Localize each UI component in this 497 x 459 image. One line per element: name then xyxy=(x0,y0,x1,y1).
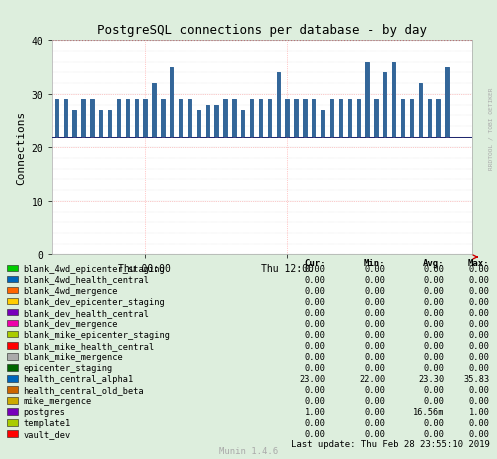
Text: RRDTOOL / TOBI OETIKER: RRDTOOL / TOBI OETIKER xyxy=(489,87,494,170)
Text: blank_mike_health_central: blank_mike_health_central xyxy=(23,341,155,350)
Text: Min:: Min: xyxy=(364,258,385,268)
Y-axis label: Connections: Connections xyxy=(16,111,26,185)
Text: 0.00: 0.00 xyxy=(424,275,445,284)
Text: 0.00: 0.00 xyxy=(305,385,326,394)
Text: 0.00: 0.00 xyxy=(305,275,326,284)
Text: 0.00: 0.00 xyxy=(424,418,445,427)
Text: 0.00: 0.00 xyxy=(469,363,490,372)
Text: 0.00: 0.00 xyxy=(469,352,490,361)
Text: blank_mike_mergence: blank_mike_mergence xyxy=(23,352,123,361)
Text: 0.00: 0.00 xyxy=(469,429,490,438)
Text: Munin 1.4.6: Munin 1.4.6 xyxy=(219,446,278,455)
Text: 0.00: 0.00 xyxy=(364,275,385,284)
Text: 0.00: 0.00 xyxy=(364,330,385,339)
Text: 0.00: 0.00 xyxy=(469,264,490,273)
Text: 0.00: 0.00 xyxy=(424,330,445,339)
Text: 0.00: 0.00 xyxy=(364,308,385,317)
Text: blank_4wd_epicenter_staging: blank_4wd_epicenter_staging xyxy=(23,264,165,273)
Text: vault_dev: vault_dev xyxy=(23,429,71,438)
Text: 0.00: 0.00 xyxy=(424,319,445,328)
Text: 23.00: 23.00 xyxy=(299,374,326,383)
Text: 0.00: 0.00 xyxy=(305,308,326,317)
Text: 0.00: 0.00 xyxy=(469,418,490,427)
Text: blank_mike_epicenter_staging: blank_mike_epicenter_staging xyxy=(23,330,170,339)
Text: 0.00: 0.00 xyxy=(305,319,326,328)
Text: 0.00: 0.00 xyxy=(305,286,326,295)
Text: blank_4wd_mergence: blank_4wd_mergence xyxy=(23,286,118,295)
Text: 0.00: 0.00 xyxy=(469,319,490,328)
Text: 22.00: 22.00 xyxy=(359,374,385,383)
Text: 0.00: 0.00 xyxy=(305,396,326,405)
Text: 0.00: 0.00 xyxy=(364,352,385,361)
Text: Cur:: Cur: xyxy=(304,258,326,268)
Text: 0.00: 0.00 xyxy=(424,264,445,273)
Text: 0.00: 0.00 xyxy=(305,341,326,350)
Text: 0.00: 0.00 xyxy=(469,275,490,284)
Text: 0.00: 0.00 xyxy=(424,341,445,350)
Text: blank_dev_mergence: blank_dev_mergence xyxy=(23,319,118,328)
Text: 0.00: 0.00 xyxy=(424,352,445,361)
Text: postgres: postgres xyxy=(23,407,66,416)
Text: blank_dev_health_central: blank_dev_health_central xyxy=(23,308,150,317)
Text: blank_4wd_health_central: blank_4wd_health_central xyxy=(23,275,150,284)
Text: 0.00: 0.00 xyxy=(424,297,445,306)
Text: 0.00: 0.00 xyxy=(364,385,385,394)
Text: 0.00: 0.00 xyxy=(469,385,490,394)
Text: blank_dev_epicenter_staging: blank_dev_epicenter_staging xyxy=(23,297,165,306)
Text: 0.00: 0.00 xyxy=(364,286,385,295)
Text: 0.00: 0.00 xyxy=(469,396,490,405)
Text: 0.00: 0.00 xyxy=(424,396,445,405)
Text: 0.00: 0.00 xyxy=(364,264,385,273)
Text: 0.00: 0.00 xyxy=(305,429,326,438)
Text: health_central_alpha1: health_central_alpha1 xyxy=(23,374,134,383)
Text: 0.00: 0.00 xyxy=(305,330,326,339)
Text: mike_mergence: mike_mergence xyxy=(23,396,91,405)
Text: epicenter_staging: epicenter_staging xyxy=(23,363,113,372)
Text: 16.56m: 16.56m xyxy=(414,407,445,416)
Text: Max:: Max: xyxy=(468,258,490,268)
Text: 0.00: 0.00 xyxy=(305,418,326,427)
Text: 0.00: 0.00 xyxy=(364,363,385,372)
Text: 0.00: 0.00 xyxy=(424,363,445,372)
Text: 1.00: 1.00 xyxy=(305,407,326,416)
Text: template1: template1 xyxy=(23,418,71,427)
Text: 0.00: 0.00 xyxy=(424,308,445,317)
Text: 0.00: 0.00 xyxy=(364,319,385,328)
Text: 0.00: 0.00 xyxy=(469,330,490,339)
Text: 0.00: 0.00 xyxy=(364,297,385,306)
Text: 0.00: 0.00 xyxy=(364,396,385,405)
Text: 0.00: 0.00 xyxy=(305,363,326,372)
Text: 0.00: 0.00 xyxy=(424,429,445,438)
Text: health_central_old_beta: health_central_old_beta xyxy=(23,385,144,394)
Text: 0.00: 0.00 xyxy=(424,286,445,295)
Text: 0.00: 0.00 xyxy=(305,297,326,306)
Text: 35.83: 35.83 xyxy=(463,374,490,383)
Text: 0.00: 0.00 xyxy=(364,429,385,438)
Text: 0.00: 0.00 xyxy=(364,341,385,350)
Text: 0.00: 0.00 xyxy=(305,264,326,273)
Text: 23.30: 23.30 xyxy=(418,374,445,383)
Text: 1.00: 1.00 xyxy=(469,407,490,416)
Text: 0.00: 0.00 xyxy=(469,297,490,306)
Text: 0.00: 0.00 xyxy=(424,385,445,394)
Title: PostgreSQL connections per database - by day: PostgreSQL connections per database - by… xyxy=(97,24,427,37)
Text: 0.00: 0.00 xyxy=(469,308,490,317)
Text: Last update: Thu Feb 28 23:55:10 2019: Last update: Thu Feb 28 23:55:10 2019 xyxy=(291,439,490,448)
Text: 0.00: 0.00 xyxy=(469,341,490,350)
Text: 0.00: 0.00 xyxy=(305,352,326,361)
Text: 0.00: 0.00 xyxy=(364,418,385,427)
Text: Avg:: Avg: xyxy=(423,258,445,268)
Text: 0.00: 0.00 xyxy=(364,407,385,416)
Text: 0.00: 0.00 xyxy=(469,286,490,295)
